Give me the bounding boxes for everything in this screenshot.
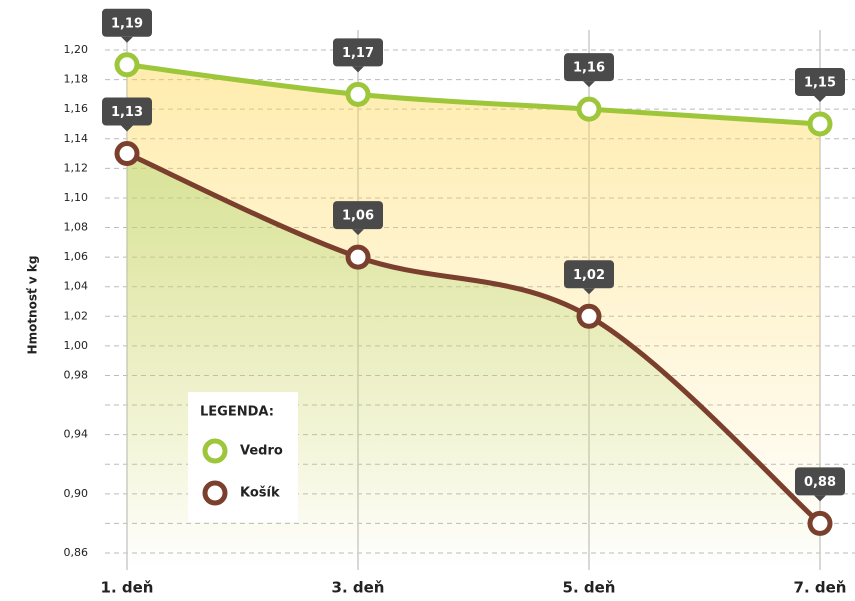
legend-marker — [202, 480, 228, 506]
legend-label: Košík — [240, 486, 280, 501]
point — [807, 111, 833, 137]
value-label: 0,88 — [804, 475, 836, 490]
value-label-box — [333, 201, 383, 230]
value-label-box — [102, 97, 152, 126]
x-tick-label: 3. deň — [332, 579, 385, 597]
value-label-box — [333, 38, 383, 67]
point — [807, 510, 833, 536]
value-label-pointer — [583, 288, 595, 295]
point — [345, 81, 371, 107]
y-tick-label: 0,94 — [64, 428, 89, 441]
value-label: 1,02 — [573, 268, 605, 283]
point — [345, 244, 371, 270]
x-tick-label: 5. deň — [563, 579, 616, 597]
legend-marker — [202, 438, 228, 464]
value-label: 1,13 — [111, 105, 143, 120]
value-label-box — [102, 8, 152, 37]
point — [576, 96, 602, 122]
value-label-pointer — [352, 66, 364, 73]
y-tick-label: 0,90 — [64, 487, 89, 500]
value-label: 1,17 — [342, 46, 374, 61]
y-tick-label: 0,98 — [64, 368, 89, 381]
point — [114, 141, 140, 167]
x-tick-label: 1. deň — [101, 579, 154, 597]
line — [126, 62, 821, 127]
point — [114, 52, 140, 78]
y-tick-label: 1,08 — [64, 221, 89, 234]
y-axis-label: Hmotnosť v kg — [26, 256, 40, 355]
value-label-box — [795, 467, 845, 496]
y-tick-label: 1,14 — [64, 132, 89, 145]
value-label-pointer — [583, 81, 595, 88]
area — [127, 153, 820, 568]
y-tick-label: 0,86 — [64, 546, 89, 559]
legend-title: LEGENDA: — [200, 405, 274, 420]
x-tick-label: 7. deň — [794, 579, 847, 597]
y-tick-label: 1,06 — [64, 250, 89, 263]
y-tick-label: 1,02 — [64, 309, 89, 322]
value-label-pointer — [352, 229, 364, 236]
value-label-box — [564, 53, 614, 82]
value-label-pointer — [121, 125, 133, 132]
y-tick-label: 1,12 — [64, 161, 89, 174]
legend-label: Vedro — [240, 444, 283, 459]
value-label: 1,16 — [573, 61, 605, 76]
value-label: 1,15 — [804, 75, 836, 90]
value-label-pointer — [121, 36, 133, 43]
y-tick-label: 1,20 — [64, 43, 89, 56]
value-label: 1,06 — [342, 209, 374, 224]
value-label-box — [795, 67, 845, 96]
value-label-box — [564, 260, 614, 289]
y-tick-label: 1,18 — [64, 73, 89, 86]
y-tick-label: 1,04 — [64, 280, 89, 293]
y-tick-label: 1,10 — [64, 191, 89, 204]
y-tick-label: 1,16 — [64, 102, 89, 115]
value-label-pointer — [814, 95, 826, 102]
line — [125, 151, 822, 526]
value-label-pointer — [814, 495, 826, 502]
point — [576, 303, 602, 329]
value-label: 1,19 — [111, 16, 143, 31]
y-tick-label: 1,00 — [64, 339, 89, 352]
